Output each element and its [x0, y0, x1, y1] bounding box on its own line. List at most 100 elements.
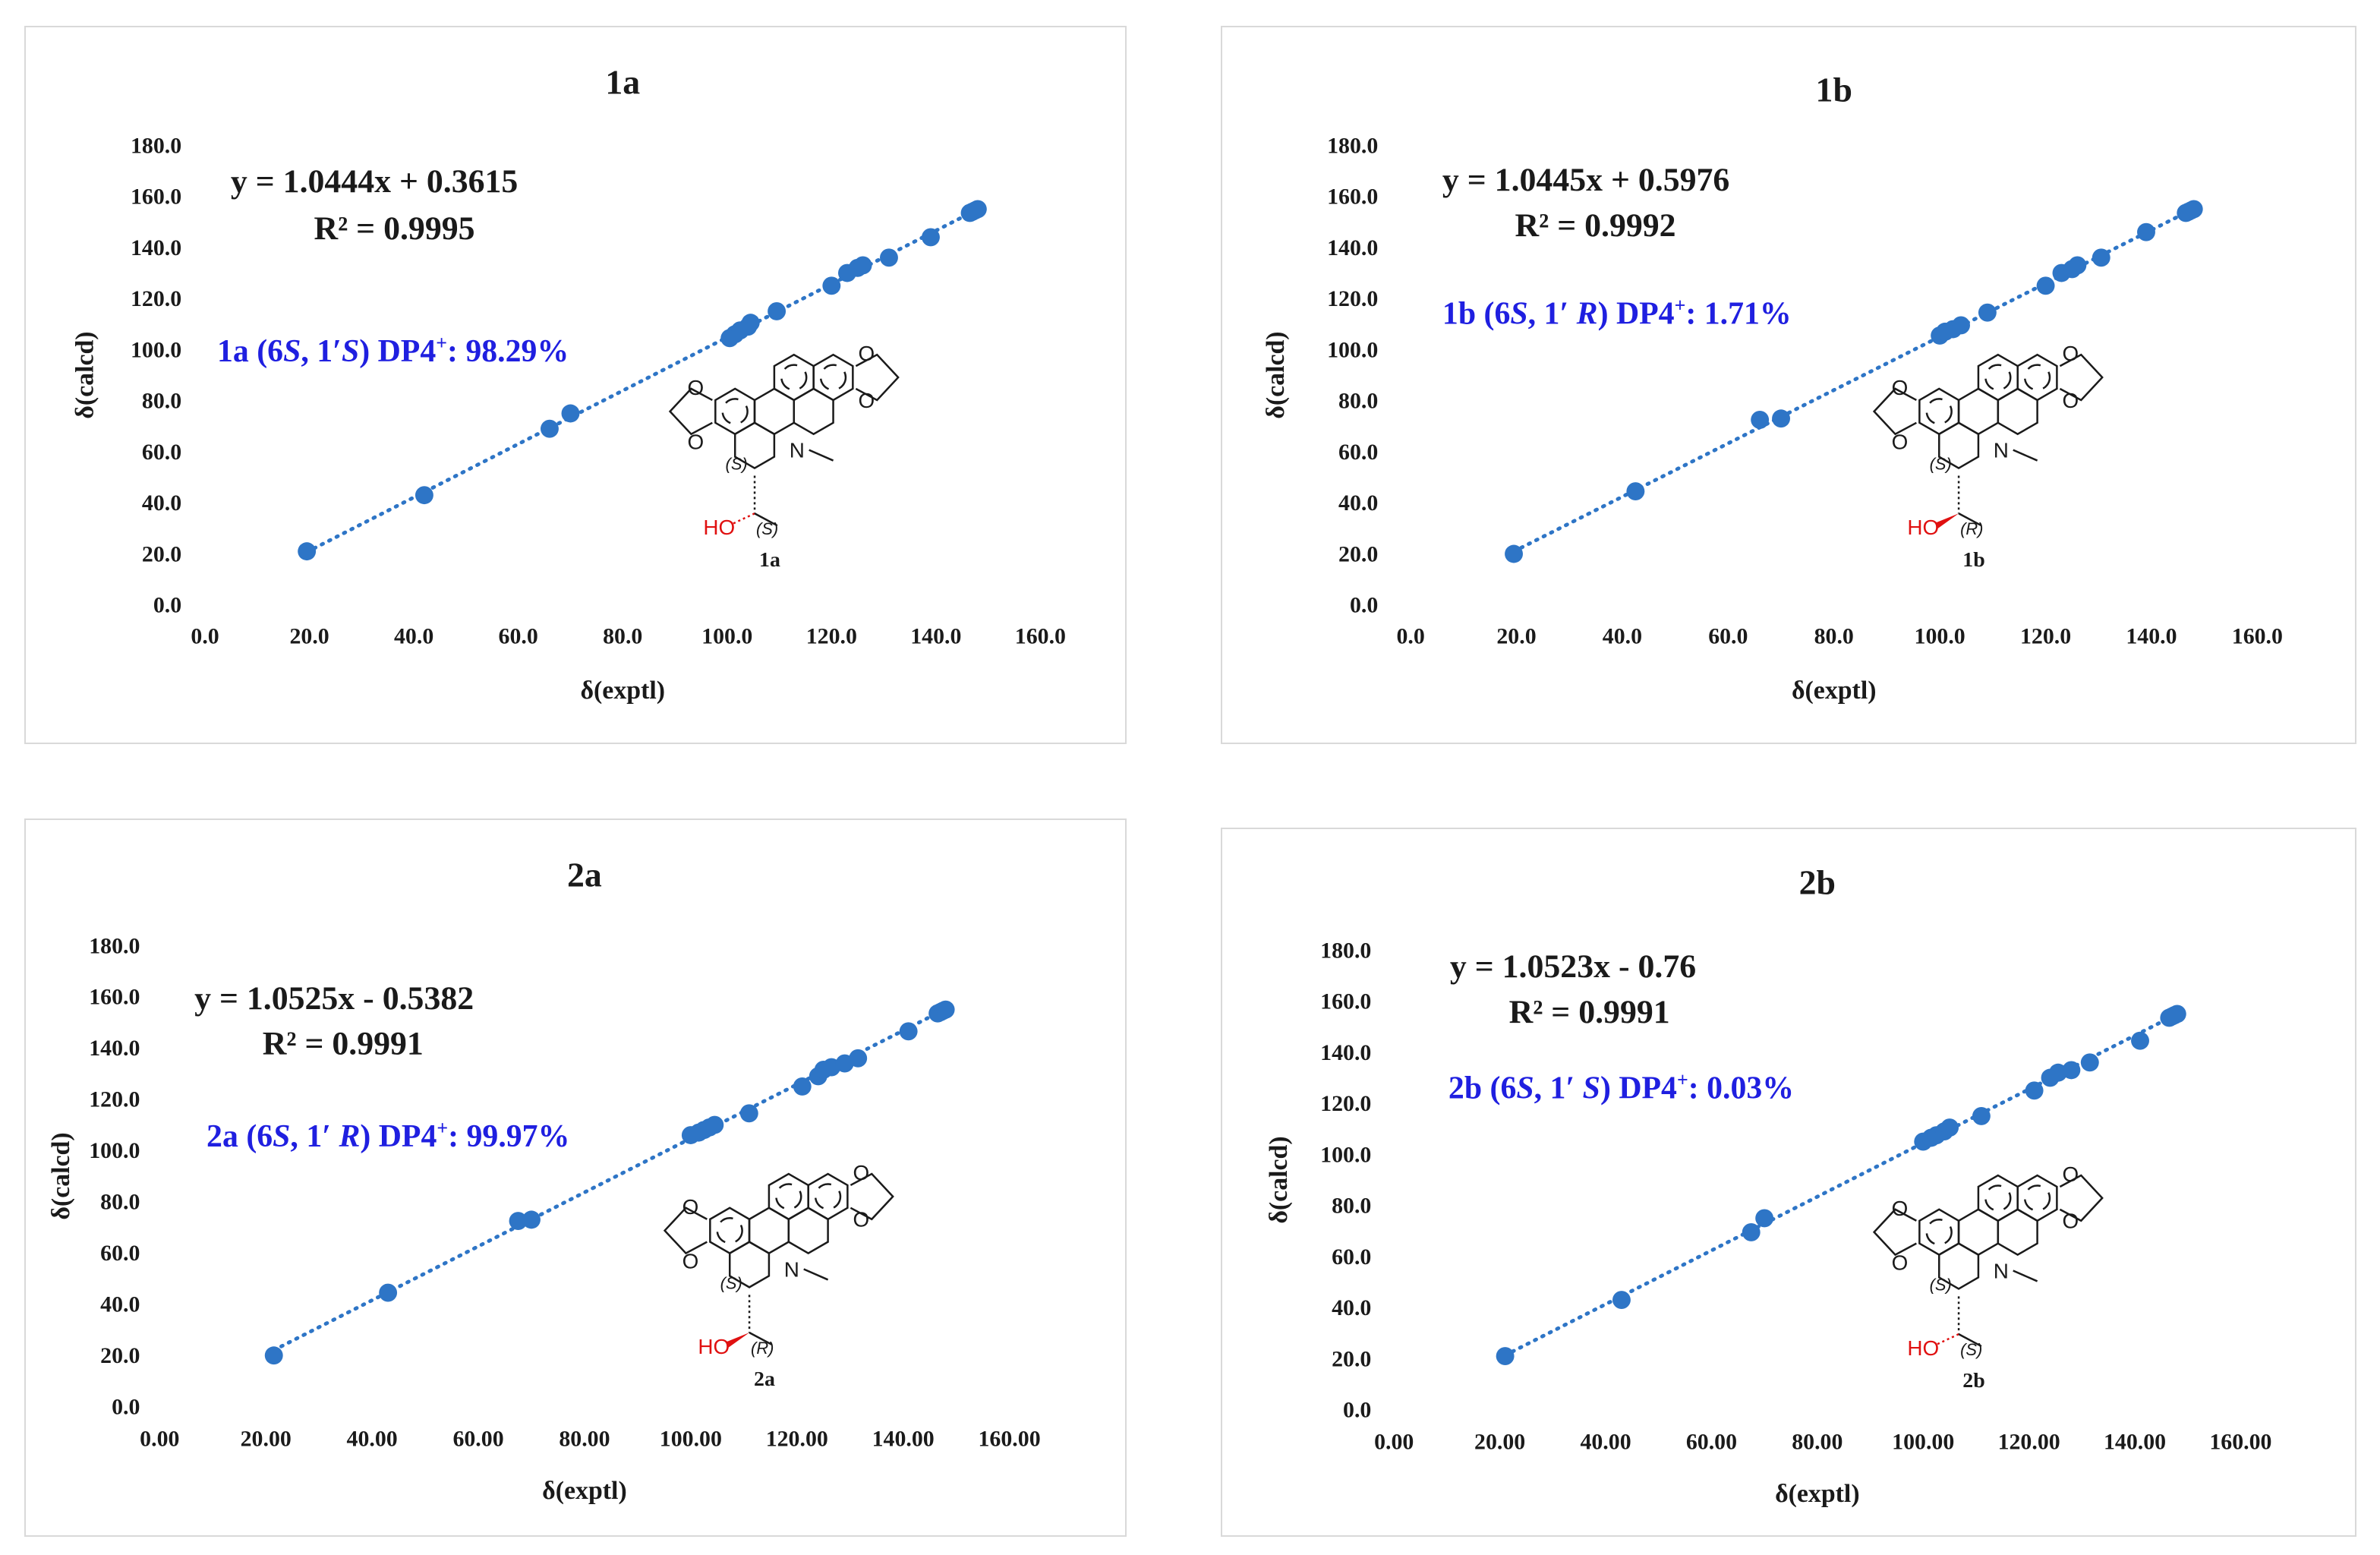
ring-naphthalene-a — [1977, 353, 2019, 402]
oxygen-label: O — [1892, 431, 1909, 454]
scatter-chart: 2a 0.0 20.0 40.0 60.0 80.0 100.0 120.0 140.0 160.… — [47, 856, 1041, 1506]
oxygen-label: O — [2063, 1162, 2079, 1186]
chemical-structure: O O O O N (S) HO (S) 1a — [668, 342, 900, 572]
y-axis-title: δ(calcd) — [47, 1132, 75, 1219]
x-axis-title: δ(exptl) — [580, 677, 665, 705]
data-point — [936, 1000, 955, 1019]
compound-label: 2b — [1962, 1369, 1984, 1393]
x-axis-title: δ(exptl) — [1775, 1480, 1860, 1508]
oxygen-label: O — [2063, 1210, 2079, 1233]
regression-equation: y = 1.0445x + 0.5976 — [1442, 162, 1729, 198]
data-point — [2062, 1061, 2081, 1080]
aromatic-bond-marks — [721, 398, 749, 425]
data-point — [2131, 1031, 2149, 1050]
aromatic-bond-marks — [2023, 364, 2051, 391]
oxygen-label: O — [2063, 389, 2079, 412]
stereo-c1-label: (R) — [1960, 519, 1983, 538]
oxygen-label: O — [1892, 376, 1909, 399]
chemical-structure: O O O O N (S) HO (S) 2b — [1872, 1162, 2104, 1393]
y-tick-label: 80.0 — [100, 1190, 140, 1215]
ring-benzo — [714, 387, 756, 436]
ring-c — [1957, 387, 2000, 436]
x-tick-label: 60.00 — [452, 1426, 503, 1451]
x-tick-label: 40.00 — [347, 1426, 398, 1451]
trendline — [304, 207, 980, 554]
stereo-c1-label: (S) — [756, 519, 778, 538]
y-tick-label: 60.0 — [1332, 1244, 1371, 1270]
y-tick-label: 180.0 — [1327, 133, 1378, 158]
compound-label: 1a — [759, 548, 780, 572]
oxygen-label: O — [858, 342, 875, 365]
y-tick-label: 0.0 — [1343, 1398, 1371, 1423]
y-tick-label: 180.0 — [1320, 938, 1371, 963]
chart-panel-1a: 1a 0.0 20.0 40.0 60.0 80.0 100.0 120.0 140.0 160.… — [24, 26, 1127, 744]
ring-pyridine — [1997, 387, 2038, 436]
chart-panel-1b: 1b 0.0 20.0 40.0 60.0 80.0 100.0 120.0 140.0 160.… — [1221, 26, 2356, 744]
y-tick-label: 160.0 — [1320, 989, 1371, 1014]
x-tick-label: 60.00 — [1686, 1429, 1737, 1454]
data-point — [1978, 303, 1997, 322]
ring-benzo — [709, 1206, 751, 1255]
stereo-c6-label: (S) — [1930, 1275, 1952, 1294]
compound-label: 2a — [754, 1367, 775, 1391]
stereo-c1-label: (R) — [751, 1339, 774, 1358]
aromatic-bond-marks — [819, 364, 847, 391]
data-point — [741, 314, 760, 333]
x-tick-label: 0.00 — [1374, 1429, 1414, 1454]
data-point — [2167, 1005, 2186, 1024]
oxygen-label: O — [1892, 1197, 1909, 1220]
y-tick-label: 0.0 — [153, 593, 181, 618]
y-tick-label: 120.0 — [1320, 1091, 1371, 1116]
y-tick-label: 140.0 — [1327, 235, 1378, 260]
data-point — [1626, 482, 1645, 501]
y-tick-label: 60.0 — [1338, 440, 1378, 465]
dioxole-left — [663, 1206, 708, 1255]
x-tick-label: 160.0 — [2232, 624, 2283, 649]
x-tick-label: 0.0 — [191, 624, 219, 649]
x-tick-label: 20.0 — [1496, 624, 1536, 649]
data-point — [541, 419, 559, 438]
scatter-chart: 1b 0.0 20.0 40.0 60.0 80.0 100.0 120.0 140.0 160.… — [1262, 71, 2283, 705]
y-tick-label: 60.0 — [100, 1241, 140, 1266]
x-tick-label: 20.00 — [1474, 1429, 1525, 1454]
n-methyl-bond — [2013, 1270, 2038, 1282]
x-tick-label: 120.00 — [766, 1426, 828, 1451]
dp4-probability: 2a (6S, 1′ R) DP4+: 99.97% — [206, 1117, 569, 1154]
dioxole-left — [668, 387, 713, 436]
chemical-structure: O O O O N (S) HO (R) 2a — [663, 1161, 894, 1391]
y-tick-label: 40.0 — [142, 490, 181, 516]
nitrogen-label: N — [790, 439, 805, 462]
hashed-bond-oh — [1935, 1333, 1959, 1346]
data-point — [768, 302, 787, 320]
x-tick-label: 140.0 — [910, 624, 961, 649]
nitrogen-label: N — [784, 1257, 799, 1281]
x-tick-label: 80.0 — [1814, 624, 1854, 649]
y-tick-label: 140.0 — [131, 235, 181, 260]
ring-c — [753, 387, 796, 436]
y-tick-label: 80.0 — [142, 389, 181, 414]
y-tick-label: 100.0 — [89, 1138, 140, 1163]
y-tick-label: 60.0 — [142, 440, 181, 465]
y-tick-label: 180.0 — [131, 133, 181, 158]
data-point — [1751, 410, 1770, 429]
data-point — [298, 542, 317, 561]
data-point — [1612, 1291, 1631, 1310]
y-tick-label: 40.0 — [100, 1292, 140, 1317]
data-point — [1496, 1347, 1515, 1366]
y-tick-label: 0.0 — [1350, 593, 1378, 618]
y-tick-label: 140.0 — [89, 1036, 140, 1061]
wedge-bond — [727, 1333, 750, 1348]
hydroxyl-label: HO — [1907, 516, 1939, 539]
x-tick-label: 40.0 — [1603, 624, 1642, 649]
aromatic-bond-marks — [1925, 398, 1953, 425]
x-tick-label: 160.0 — [1015, 624, 1066, 649]
ring-pyridine — [1997, 1208, 2038, 1257]
oxygen-label: O — [688, 431, 705, 454]
dp4-probability: 1a (6S, 1′S) DP4+: 98.29% — [217, 332, 569, 369]
x-tick-label: 60.0 — [1708, 624, 1748, 649]
y-tick-label: 80.0 — [1338, 389, 1378, 414]
data-point — [2137, 222, 2155, 241]
wedge-bond — [1936, 513, 1959, 529]
r-squared: R² = 0.9991 — [263, 1026, 424, 1062]
y-tick-label: 40.0 — [1338, 490, 1378, 516]
